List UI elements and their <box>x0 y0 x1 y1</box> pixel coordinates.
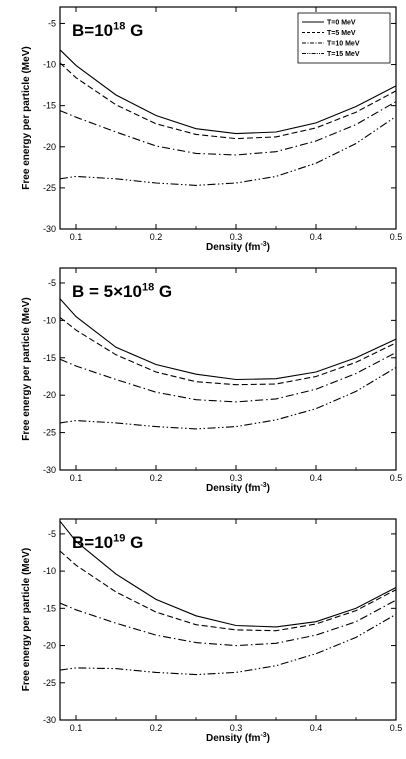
legend-box <box>297 12 391 64</box>
x-tick-label: 0.4 <box>310 232 323 242</box>
x-tick-label: 0.2 <box>150 232 163 242</box>
series-line-2 <box>59 316 397 386</box>
x-tick-label: 0.2 <box>150 473 163 483</box>
y-tick-label: -30 <box>43 224 56 234</box>
series-line-3 <box>59 352 397 403</box>
x-tick-label: 0.4 <box>310 473 323 483</box>
legend-label: T=0 MeV <box>327 20 356 27</box>
panel-title-text: B = 5×10 <box>72 282 142 301</box>
chart-panel-2: 0.1 0.2 0.3 0.4 0.5 -5 -10 -15 -20 -25 -30 Density … <box>21 267 403 494</box>
y-tick-label: -10 <box>43 315 56 325</box>
x-tick-label: 0.3 <box>230 473 243 483</box>
y-tick-label: -5 <box>48 18 56 28</box>
legend: T=0 MeV T=5 MeV T=10 MeV T=15 MeV <box>297 12 391 64</box>
y-axis-title: Free energy per particle (MeV) <box>21 46 32 189</box>
x-axis-title-suffix: ) <box>267 242 270 253</box>
y-tick-label: -20 <box>43 641 56 651</box>
series-line-3 <box>59 101 397 156</box>
x-tick-label: 0.1 <box>70 473 83 483</box>
x-tick-label: 0.5 <box>390 473 403 483</box>
panel-title-suffix: G <box>154 282 172 301</box>
x-tick-label: 0.4 <box>310 723 323 733</box>
series-line-1 <box>59 520 397 628</box>
y-tick-label: -15 <box>43 101 56 111</box>
x-axis-title-exponent: -3 <box>260 732 266 739</box>
y-tick-label: -20 <box>43 390 56 400</box>
series-line-1 <box>59 49 397 135</box>
plot-frame <box>59 518 397 721</box>
x-axis-title-text: Density (fm <box>206 483 261 494</box>
legend-label: T=10 MeV <box>327 41 360 48</box>
x-axis-title-text: Density (fm <box>206 242 261 253</box>
x-tick-label: 0.1 <box>70 232 83 242</box>
x-tick-label: 0.3 <box>230 723 243 733</box>
y-tick-label: -5 <box>48 278 56 288</box>
chart-panel-3: 0.1 0.2 0.3 0.4 0.5 -5 -10 -15 -20 -25 -30 Density … <box>21 518 403 744</box>
x-tick-label: 0.2 <box>150 723 163 733</box>
y-tick-label: -15 <box>43 353 56 363</box>
series-line-4 <box>59 613 397 676</box>
y-tick-label: -15 <box>43 603 56 613</box>
panel-title-text: B=10 <box>72 533 113 552</box>
x-axis-title: Density (fm-3) <box>206 241 270 253</box>
panel-title-exponent: 19 <box>113 532 125 544</box>
plot-frame <box>59 267 397 471</box>
y-tick-label: -30 <box>43 465 56 475</box>
y-tick-label: -25 <box>43 678 56 688</box>
x-tick-label: 0.5 <box>390 232 403 242</box>
panel-title-exponent: 18 <box>113 20 125 32</box>
x-tick-label: 0.3 <box>230 232 243 242</box>
y-tick-label: -20 <box>43 142 56 152</box>
y-tick-label: -30 <box>43 715 56 725</box>
series-line-2 <box>59 550 397 632</box>
y-tick-label: -25 <box>43 428 56 438</box>
series-line-4 <box>59 367 397 430</box>
y-tick-label: -5 <box>48 529 56 539</box>
x-axis-title-exponent: -3 <box>260 482 266 489</box>
panel-title-text: B=10 <box>72 21 113 40</box>
panel-title: B=1018 G <box>72 20 143 40</box>
x-axis-title: Density (fm-3) <box>206 732 270 744</box>
legend-label: T=5 MeV <box>327 30 356 37</box>
y-axis-title: Free energy per particle (MeV) <box>21 548 32 691</box>
chart-panel-1: 0.1 0.2 0.3 0.4 0.5 -5 -10 -15 -20 -25 -30 Density … <box>21 6 403 253</box>
x-axis-title-suffix: ) <box>267 483 270 494</box>
x-axis-title-text: Density (fm <box>206 733 261 744</box>
y-axis-title: Free energy per particle (MeV) <box>21 297 32 440</box>
panel-title: B = 5×1018 G <box>72 281 172 301</box>
panel-title-exponent: 18 <box>142 281 154 293</box>
x-axis-title-suffix: ) <box>267 733 270 744</box>
series-line-3 <box>59 599 397 647</box>
x-axis-title-exponent: -3 <box>260 241 266 248</box>
series-line-4 <box>59 115 397 186</box>
y-tick-label: -25 <box>43 183 56 193</box>
panel-title-suffix: G <box>125 533 143 552</box>
panel-title: B=1019 G <box>72 532 143 552</box>
panel-title-suffix: G <box>125 21 143 40</box>
series-line-2 <box>59 62 397 140</box>
plot-frame <box>59 6 397 230</box>
x-axis-title: Density (fm-3) <box>206 482 270 494</box>
y-tick-label: -10 <box>43 566 56 576</box>
x-tick-label: 0.5 <box>390 723 403 733</box>
legend-label: T=15 MeV <box>327 51 360 58</box>
series-line-1 <box>59 298 397 381</box>
y-tick-label: -10 <box>43 60 56 70</box>
x-tick-label: 0.1 <box>70 723 83 733</box>
